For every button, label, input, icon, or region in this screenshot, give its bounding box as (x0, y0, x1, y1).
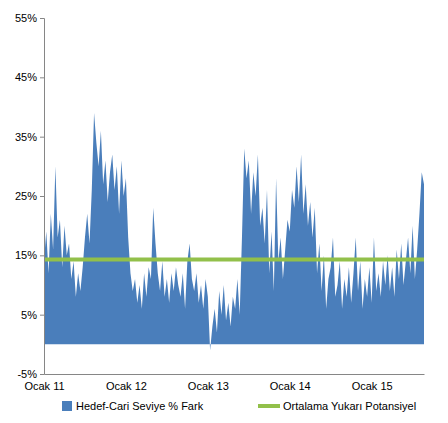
x-tick-label: Ocak 13 (188, 380, 229, 392)
y-tick: 25% (15, 190, 44, 202)
y-tick-label: 25% (15, 190, 37, 202)
legend: Hedef-Cari Seviye % Fark Ortalama Yukarı … (62, 400, 416, 412)
y-tick-mark (40, 255, 44, 256)
y-tick: 35% (15, 131, 44, 143)
y-tick-label: 5% (21, 309, 37, 321)
x-tick-label: Ocak 15 (352, 380, 393, 392)
y-axis-line (40, 19, 45, 375)
y-tick-mark (40, 18, 44, 19)
plot-area (44, 113, 424, 350)
x-axis-line (45, 374, 425, 375)
y-tick-label: 45% (15, 71, 37, 83)
y-tick-label: 35% (15, 131, 37, 143)
x-tick-label: Ocak 12 (106, 380, 147, 392)
y-tick: 45% (15, 71, 44, 83)
x-tick: Ocak 15 (352, 374, 393, 392)
legend-swatch (258, 404, 280, 408)
legend-swatch (62, 401, 72, 411)
y-tick-label: -5% (17, 368, 37, 380)
chart: -5%5%15%25%35%45%55%Ocak 11Ocak 12Ocak 1… (0, 0, 448, 423)
x-tick: Ocak 13 (188, 374, 229, 392)
y-axis: -5% 5% 15% 25% 35% 45% 55% (15, 12, 45, 380)
y-tick: 5% (21, 309, 44, 321)
y-tick: -5% (17, 368, 44, 380)
y-tick-mark (40, 196, 44, 197)
line (44, 257, 424, 261)
x-axis: Ocak 11 Ocak 12 Ocak 13 Ocak 14 Ocak 15 (24, 374, 424, 392)
y-tick: 55% (15, 12, 44, 24)
y-tick-label: 15% (15, 249, 37, 261)
y-tick-mark (40, 137, 44, 138)
y-tick-mark (40, 374, 44, 375)
x-tick: Ocak 14 (270, 374, 311, 392)
area (44, 113, 424, 350)
x-tick-label: Ocak 14 (270, 380, 311, 392)
x-tick-label: Ocak 11 (24, 380, 64, 392)
legend-label: Ortalama Yukarı Potansiyel (283, 400, 416, 412)
legend-label: Hedef-Cari Seviye % Fark (76, 400, 204, 412)
y-tick: 15% (15, 249, 44, 261)
x-tick: Ocak 11 (24, 374, 64, 392)
y-tick-label: 55% (15, 12, 37, 24)
y-tick-mark (40, 315, 44, 316)
y-tick-mark (40, 77, 44, 78)
x-tick: Ocak 12 (106, 374, 147, 392)
